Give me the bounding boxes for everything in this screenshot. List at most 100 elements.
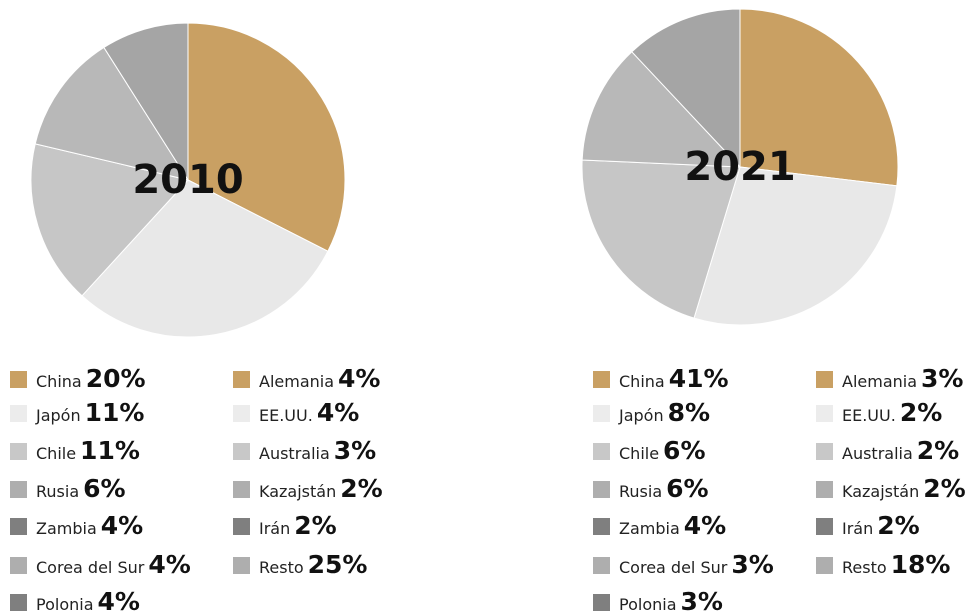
- legend-value: 20%: [86, 364, 146, 393]
- legend-value: 11%: [85, 398, 145, 427]
- legend-name: Zambia: [619, 519, 680, 538]
- legend-value: 25%: [308, 550, 368, 579]
- pie-slice: [81, 179, 329, 338]
- legend-swatch: [816, 518, 833, 535]
- legend-value: 18%: [891, 550, 951, 579]
- legend-value: 8%: [668, 398, 710, 427]
- legend-name: Polonia: [36, 595, 94, 613]
- legend-name: Zambia: [36, 519, 97, 538]
- legend-swatch: [233, 405, 250, 422]
- pie-slice: [581, 51, 742, 168]
- legend-name: China: [619, 372, 665, 391]
- legend-value: 11%: [80, 436, 140, 465]
- legend-entry: Alemania 3%: [842, 364, 963, 393]
- legend-value: 4%: [684, 511, 726, 540]
- legend-name: EE.UU.: [259, 406, 313, 425]
- pie-title: 2021: [684, 144, 795, 190]
- legend-entry: Rusia 6%: [36, 474, 126, 503]
- legend-entry: Rusia 6%: [619, 474, 709, 503]
- pie-slice: [103, 22, 189, 182]
- legend-name: Polonia: [619, 595, 677, 613]
- legend-entry: Kazajstán 2%: [842, 474, 966, 503]
- legend-swatch: [593, 481, 610, 498]
- legend-swatch: [593, 371, 610, 388]
- legend-name: Japón: [35, 406, 81, 425]
- legend-value: 2%: [900, 398, 942, 427]
- legend-name: Rusia: [36, 482, 79, 501]
- legend-swatch: [233, 481, 250, 498]
- legend-value: 2%: [294, 511, 336, 540]
- legend-value: 6%: [663, 436, 705, 465]
- legend-name: China: [36, 372, 82, 391]
- legend-swatch: [593, 518, 610, 535]
- pie-slice: [693, 166, 898, 326]
- legend-value: 2%: [923, 474, 965, 503]
- legend-value: 3%: [681, 587, 723, 613]
- legend-value: 4%: [101, 511, 143, 540]
- legend-entry: Japón 8%: [618, 398, 710, 427]
- legend-entry: Irán 2%: [842, 511, 920, 540]
- legend-swatch: [816, 405, 833, 422]
- legend-swatch: [816, 371, 833, 388]
- pie-slice: [739, 8, 899, 187]
- legend-entry: Resto 25%: [259, 550, 367, 579]
- legend-entry: China 20%: [36, 364, 146, 393]
- legend-value: 6%: [83, 474, 125, 503]
- legend-name: EE.UU.: [842, 406, 896, 425]
- legend-entry: Chile 6%: [619, 436, 706, 465]
- legend-name: Resto: [259, 558, 304, 577]
- pie-slice: [187, 22, 346, 252]
- legend-name: Chile: [619, 444, 659, 463]
- legend-swatch: [10, 443, 27, 460]
- legend-swatch: [593, 594, 610, 611]
- legend-value: 4%: [148, 550, 190, 579]
- legend-swatch: [816, 443, 833, 460]
- legend-value: 2%: [877, 511, 919, 540]
- pie-slice: [581, 159, 741, 319]
- legend-value: 41%: [669, 364, 729, 393]
- legend-value: 2%: [917, 436, 959, 465]
- legend-swatch: [593, 557, 610, 574]
- legend-swatch: [10, 371, 27, 388]
- legend-value: 4%: [338, 364, 380, 393]
- legend-name: Kazajstán: [842, 482, 919, 501]
- legend-swatch: [816, 557, 833, 574]
- legend-entry: Zambia 4%: [619, 511, 726, 540]
- legend-entry: Zambia 4%: [36, 511, 143, 540]
- legend-name: Australia: [259, 444, 330, 463]
- legend-swatch: [233, 371, 250, 388]
- legend-entry: Kazajstán 2%: [259, 474, 383, 503]
- legend-value: 3%: [731, 550, 773, 579]
- legend-name: Japón: [618, 406, 664, 425]
- legend-entry: China 41%: [619, 364, 729, 393]
- legend-name: Irán: [259, 519, 290, 538]
- legend-swatch: [10, 518, 27, 535]
- legend-name: Corea del Sur: [619, 558, 728, 577]
- legend-entry: Australia 2%: [842, 436, 959, 465]
- legend-entry: Corea del Sur 3%: [619, 550, 774, 579]
- legend-entry: Polonia 4%: [36, 587, 140, 613]
- legend-value: 6%: [666, 474, 708, 503]
- legend-entry: Alemania 4%: [259, 364, 380, 393]
- legend-swatch: [233, 443, 250, 460]
- legend-value: 4%: [317, 398, 359, 427]
- legend-swatch: [10, 594, 27, 611]
- legend-entry: EE.UU. 4%: [259, 398, 359, 427]
- legend-name: Rusia: [619, 482, 662, 501]
- legend-swatch: [233, 518, 250, 535]
- pie-slice: [34, 46, 190, 181]
- legend-value: 3%: [921, 364, 963, 393]
- legend-entry: Resto 18%: [842, 550, 950, 579]
- legend-name: Alemania: [259, 372, 334, 391]
- legend-value: 2%: [340, 474, 382, 503]
- legend-name: Resto: [842, 558, 887, 577]
- legend-name: Australia: [842, 444, 913, 463]
- legend-swatch: [10, 557, 27, 574]
- legend-name: Alemania: [842, 372, 917, 391]
- legend-entry: Japón 11%: [35, 398, 144, 427]
- legend-entry: Polonia 3%: [619, 587, 723, 613]
- pie-title: 2010: [132, 157, 243, 203]
- legend-swatch: [816, 481, 833, 498]
- legend-name: Kazajstán: [259, 482, 336, 501]
